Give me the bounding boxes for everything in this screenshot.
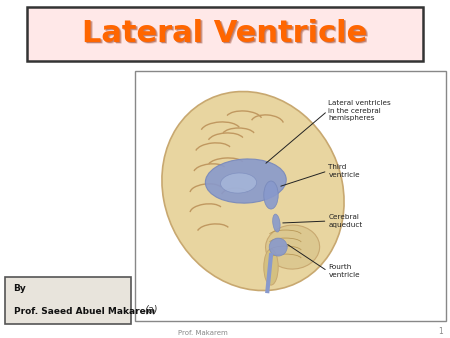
Text: Lateral Ventricle: Lateral Ventricle xyxy=(84,20,369,49)
Text: Prof. Makarem: Prof. Makarem xyxy=(178,330,227,336)
Text: By: By xyxy=(14,285,26,293)
Text: (a): (a) xyxy=(144,304,158,314)
Ellipse shape xyxy=(273,214,280,232)
Ellipse shape xyxy=(205,159,286,203)
Text: Lateral Ventricle: Lateral Ventricle xyxy=(82,19,368,48)
Text: Cerebral
aqueduct: Cerebral aqueduct xyxy=(328,214,363,228)
Ellipse shape xyxy=(264,249,278,285)
Text: Lateral Ventricle: Lateral Ventricle xyxy=(83,20,369,49)
Ellipse shape xyxy=(266,225,320,269)
Text: Lateral ventricles
in the cerebral
hemispheres: Lateral ventricles in the cerebral hemis… xyxy=(328,100,391,121)
Ellipse shape xyxy=(264,181,278,209)
Ellipse shape xyxy=(162,92,344,291)
Text: Fourth
ventricle: Fourth ventricle xyxy=(328,264,360,278)
Text: Third
ventricle: Third ventricle xyxy=(328,164,360,178)
Text: Prof. Saeed Abuel Makarem: Prof. Saeed Abuel Makarem xyxy=(14,307,155,316)
FancyBboxPatch shape xyxy=(4,277,130,324)
FancyBboxPatch shape xyxy=(135,71,446,321)
FancyBboxPatch shape xyxy=(27,7,423,61)
Ellipse shape xyxy=(220,173,256,193)
Text: Lateral Ventricle: Lateral Ventricle xyxy=(84,21,369,50)
Text: 1: 1 xyxy=(438,327,443,336)
Ellipse shape xyxy=(269,238,287,256)
